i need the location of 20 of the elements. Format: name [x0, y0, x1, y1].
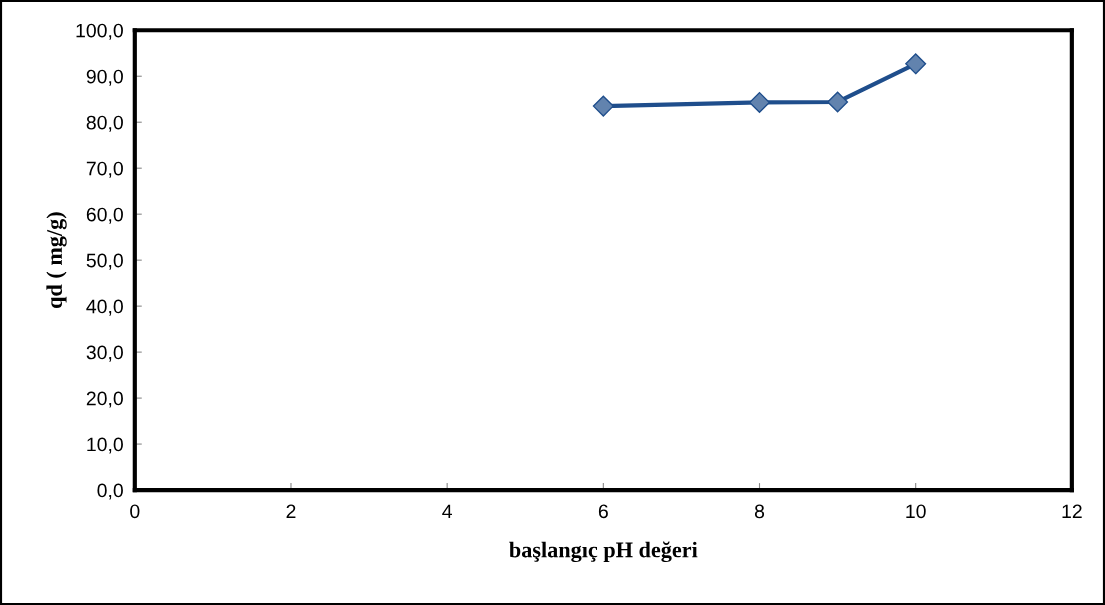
- y-tick-label: 70,0: [86, 161, 123, 178]
- y-tick-label: 90,0: [86, 69, 123, 86]
- x-tick-label: 2: [286, 504, 296, 519]
- x-tick-label: 4: [442, 504, 452, 519]
- y-tick-label: 0,0: [97, 483, 123, 500]
- y-tick-label: 40,0: [86, 299, 123, 316]
- y-tick-label: 60,0: [86, 207, 123, 224]
- x-tick-label: 10: [906, 504, 926, 519]
- x-axis-title: başlangıç pH değeri: [509, 541, 698, 563]
- y-tick-label: 10,0: [87, 437, 123, 454]
- x-tick-label: 0: [130, 504, 140, 519]
- x-tick-label: 6: [598, 504, 608, 519]
- y-tick-label: 20,0: [86, 391, 123, 408]
- y-axis-title: qd ( mg/g): [46, 212, 67, 308]
- y-tick-label: 100,0: [76, 23, 123, 40]
- y-tick-label: 50,0: [86, 253, 123, 270]
- y-tick-label: 30,0: [86, 345, 123, 362]
- x-tick-label: 12: [1062, 504, 1082, 519]
- x-tick-label: 8: [754, 504, 765, 519]
- y-tick-label: 80,0: [86, 115, 123, 132]
